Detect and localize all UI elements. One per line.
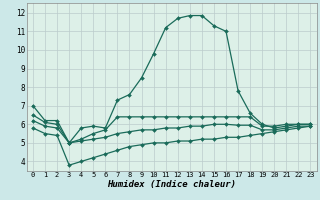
X-axis label: Humidex (Indice chaleur): Humidex (Indice chaleur) bbox=[107, 180, 236, 189]
